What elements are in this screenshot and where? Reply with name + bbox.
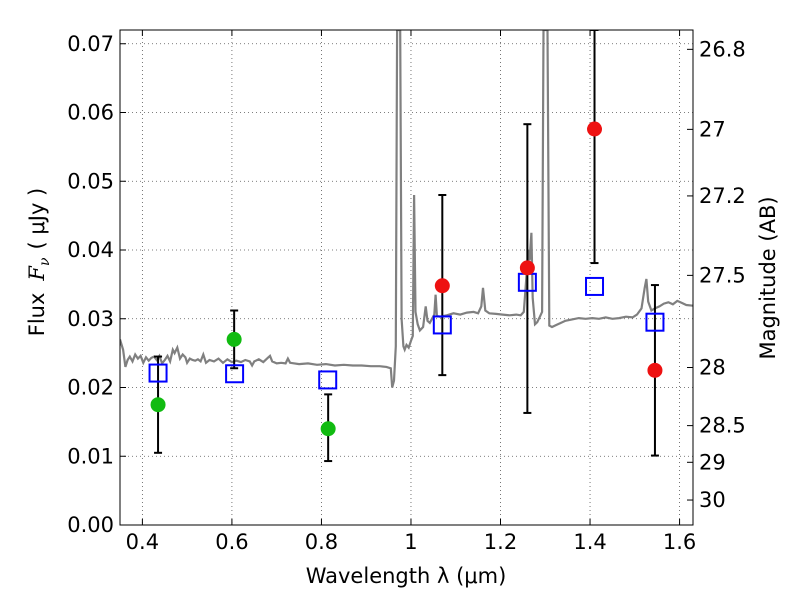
y-axis-label-subscript: ν (37, 257, 53, 266)
model-bandpass-square (585, 276, 605, 296)
x-tick-label: 0.8 (305, 530, 338, 554)
green-data-point (226, 331, 242, 347)
y-tick-label: 0.07 (67, 32, 114, 56)
y2-tick-label: 30 (699, 488, 726, 512)
data-points (148, 121, 665, 437)
red-data-point (519, 260, 535, 276)
y-tick-label: 0.04 (67, 238, 114, 262)
model-spectrum-line (120, 30, 693, 388)
y2-tick-label: 27.2 (699, 184, 746, 208)
plot-frame (119, 29, 694, 526)
y2-tick-label: 27.5 (699, 263, 746, 287)
x-tick-label: 1.2 (484, 530, 517, 554)
y-tick-label: 0.06 (67, 101, 114, 125)
y2-tick-label: 28 (699, 355, 726, 379)
model-bandpass-square (225, 364, 245, 384)
x-tick-label: 1.6 (663, 530, 696, 554)
y-tick-label: 0.01 (67, 444, 114, 468)
ticks: 0.4 0.6 0.8 1 1.2 1.4 1.6 0.00 0.01 0.02 0.03 0.04 0… (67, 30, 746, 554)
y-tick-label: 0.03 (67, 307, 114, 331)
error-bars (154, 30, 659, 463)
y-tick-label: 0.05 (67, 169, 114, 193)
y2-tick-label: 27 (699, 117, 726, 141)
x-tick-label: 1.4 (573, 530, 606, 554)
y2-tick-label: 26.8 (699, 37, 746, 61)
red-data-point (587, 121, 603, 137)
x-tick-label: 0.4 (126, 530, 159, 554)
y-tick-label: 0.00 (67, 513, 114, 537)
y-axis-label: Flux Fν ( μJy ) (25, 188, 53, 336)
y-axis-label-text: Flux (25, 293, 49, 337)
y-axis-label-symbol: F (25, 265, 49, 282)
model-bandpass-square (645, 312, 665, 332)
green-data-point (320, 421, 336, 437)
model-bandpass-square (432, 315, 452, 335)
model-bandpass-square (148, 363, 168, 383)
y-axis-label-units: ( μJy ) (25, 188, 49, 250)
y2-axis-label: Magnitude (AB) (756, 196, 780, 359)
model-bandpass-square (318, 370, 338, 390)
red-data-point (647, 362, 663, 378)
y2-tick-label: 28.5 (699, 414, 746, 438)
y2-tick-label: 29 (699, 450, 726, 474)
x-tick-label: 1 (404, 530, 417, 554)
green-data-point (150, 397, 166, 413)
x-tick-label: 0.6 (215, 530, 248, 554)
red-data-point (434, 278, 450, 294)
y-tick-label: 0.02 (67, 376, 114, 400)
x-axis-label: Wavelength λ (μm) (306, 564, 507, 588)
grid (120, 30, 693, 525)
